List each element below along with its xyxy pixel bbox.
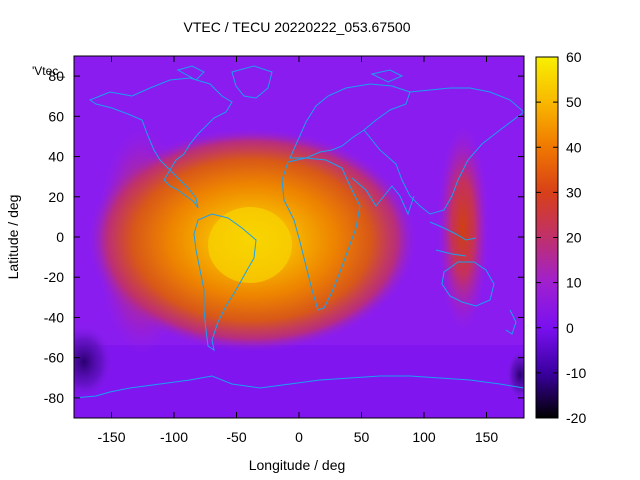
colorbar-ticks: -20 -10 0 10 20 30 40 50 60 xyxy=(536,49,586,426)
coast-indonesia xyxy=(429,221,477,257)
x-tick-label: -50 xyxy=(226,429,246,445)
y-tick-label: -60 xyxy=(44,350,64,366)
x-tick-label: 100 xyxy=(412,429,436,445)
dark-region-southeast xyxy=(506,349,524,401)
secondary-band-east xyxy=(437,123,489,333)
colorbar-tick-label: 0 xyxy=(566,320,574,336)
peak-core xyxy=(208,207,292,283)
y-tick-label: -40 xyxy=(44,309,64,325)
x-tick-label: 150 xyxy=(475,429,499,445)
coast-new-zealand xyxy=(505,309,517,335)
y-tick-label: 0 xyxy=(56,229,64,245)
heatmap-field xyxy=(74,56,524,418)
coast-north-america xyxy=(88,77,233,209)
y-tick-label: 20 xyxy=(48,189,64,205)
coast-arctic-islands xyxy=(176,65,404,83)
colorbar-tick-label: 40 xyxy=(566,139,582,155)
dark-region-southwest xyxy=(74,324,114,400)
coast-antarctica xyxy=(74,375,524,399)
coast-africa xyxy=(281,157,361,311)
y-tick-label: 60 xyxy=(48,108,64,124)
colorbar-tick-label: 20 xyxy=(566,230,582,246)
coast-greenland xyxy=(231,65,273,99)
y-tick-label: 80 xyxy=(48,68,64,84)
colorbar-tick-label: -10 xyxy=(566,365,586,381)
colorbar-tick-label: 50 xyxy=(566,94,582,110)
x-tick-label: -150 xyxy=(97,429,125,445)
legend-label: 'Vtec_ xyxy=(32,64,65,78)
y-tick-label: -20 xyxy=(44,269,64,285)
coast-australia xyxy=(441,261,495,307)
x-tick-label: 0 xyxy=(295,429,303,445)
y-axis-label: Latitude / deg xyxy=(5,195,21,280)
x-axis-label: Longitude / deg xyxy=(249,457,346,473)
coast-europe xyxy=(289,83,411,159)
x-tick-label: 50 xyxy=(354,429,370,445)
coast-south-america xyxy=(193,213,257,352)
x-axis-ticks: -150 -100 -50 0 50 100 150 xyxy=(97,56,498,445)
colorbar-tick-label: 30 xyxy=(566,184,582,200)
chart-title: VTEC / TECU 20220222_053.67500 xyxy=(183,19,410,35)
coastlines xyxy=(74,65,524,399)
y-tick-label: -80 xyxy=(44,390,64,406)
y-axis-ticks: -80 -60 -40 -20 0 20 40 60 80 xyxy=(44,68,524,406)
high-lat-band-south xyxy=(74,345,524,418)
coast-asia xyxy=(363,87,524,215)
x-tick-label: -100 xyxy=(160,429,188,445)
colorbar-tick-label: 60 xyxy=(566,49,582,65)
y-tick-label: 40 xyxy=(48,149,64,165)
colorbar-tick-label: -20 xyxy=(566,410,586,426)
colorbar-tick-label: 10 xyxy=(566,275,582,291)
coast-india-arabia xyxy=(351,177,415,216)
